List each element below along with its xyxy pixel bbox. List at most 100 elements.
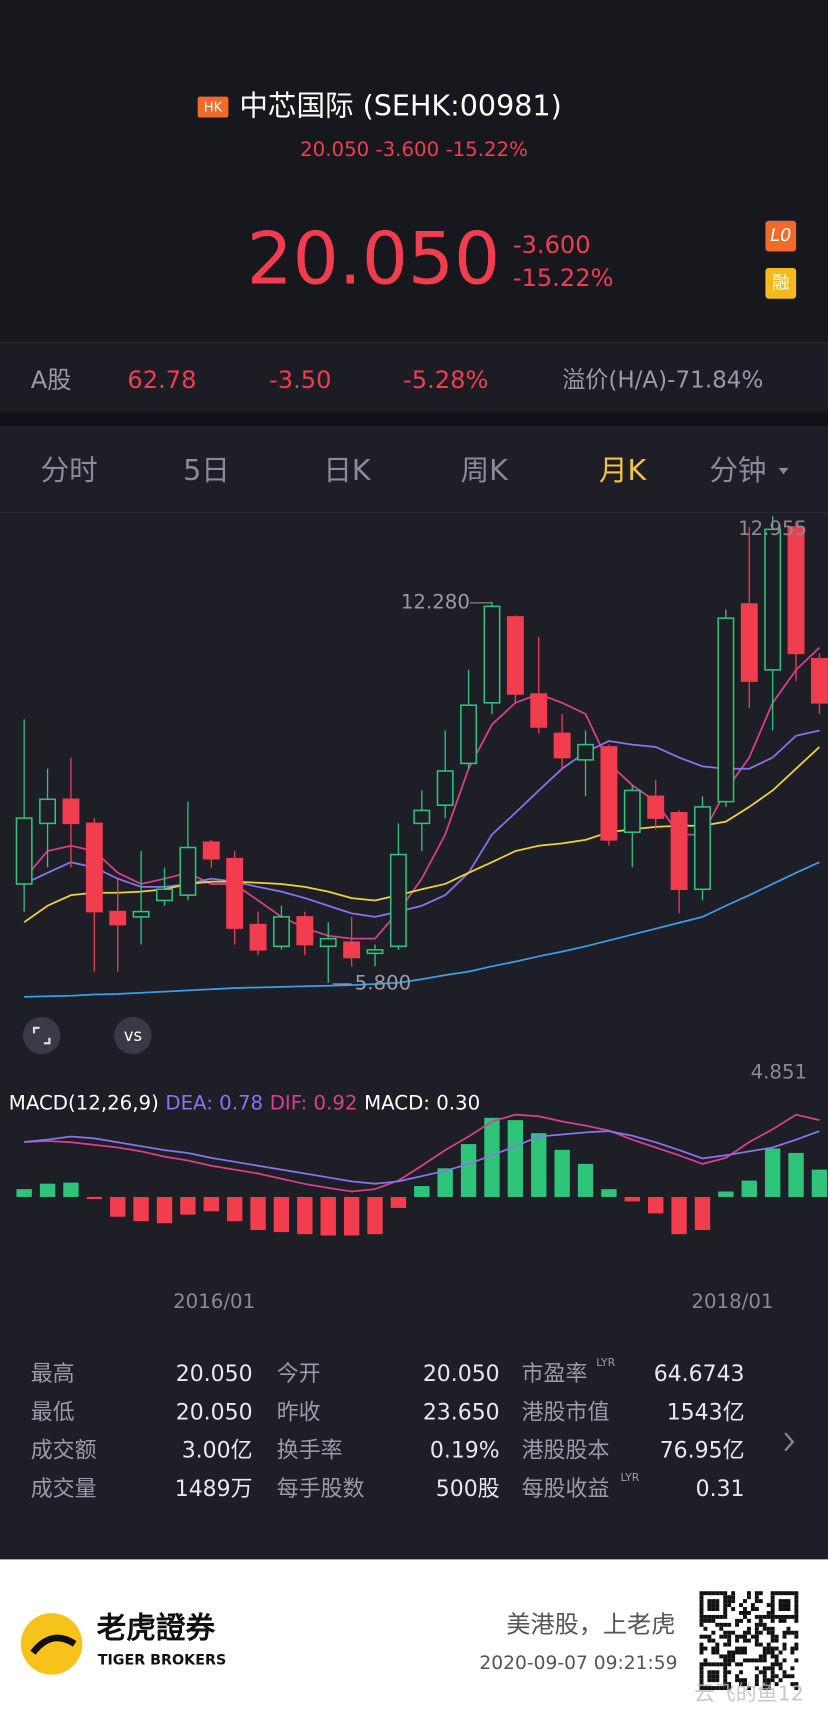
qr-module xyxy=(770,1618,775,1623)
qr-module xyxy=(723,1642,728,1647)
candle-body xyxy=(179,846,197,896)
qr-module xyxy=(731,1630,736,1635)
qr-module xyxy=(727,1603,732,1608)
candle-body xyxy=(670,812,688,891)
watermark: 云飞的鱼12 xyxy=(694,1681,804,1705)
macd-bar xyxy=(648,1196,664,1214)
qr-module xyxy=(743,1650,747,1655)
qr-module xyxy=(790,1614,795,1619)
qr-module xyxy=(770,1610,775,1615)
level-icon[interactable] xyxy=(765,220,797,252)
qr-module xyxy=(707,1638,712,1643)
qr-module xyxy=(735,1650,740,1655)
tab[interactable]: 分钟 xyxy=(709,453,766,487)
qr-module xyxy=(723,1614,728,1619)
qr-module xyxy=(786,1599,791,1604)
qr-module xyxy=(762,1658,767,1663)
fullscreen-button[interactable] xyxy=(23,1016,61,1055)
qr-module xyxy=(699,1614,704,1619)
macd-bar xyxy=(694,1196,711,1231)
qr-module xyxy=(719,1591,724,1596)
stat-value: 1543亿 xyxy=(667,1400,745,1425)
margin-icon[interactable] xyxy=(765,267,797,299)
stat-value: 76.95亿 xyxy=(660,1439,745,1464)
qr-module xyxy=(762,1666,767,1671)
qr-module xyxy=(794,1603,799,1608)
x-tick-label: 2016/01 xyxy=(173,1290,255,1313)
tab[interactable]: 月K xyxy=(599,453,648,487)
qr-module xyxy=(746,1610,751,1615)
qr-module xyxy=(774,1662,779,1667)
qr-module xyxy=(778,1618,783,1623)
qr-module xyxy=(762,1686,767,1691)
compare-text: vs xyxy=(124,1026,142,1045)
macd-bar xyxy=(554,1149,570,1197)
qr-module xyxy=(782,1607,787,1611)
qr-module xyxy=(739,1670,744,1675)
macd-bar xyxy=(203,1196,219,1212)
qr-module xyxy=(743,1630,747,1635)
qr-module xyxy=(727,1658,732,1663)
tab[interactable]: 周K xyxy=(461,453,510,487)
qr-module xyxy=(727,1654,732,1659)
qr-module xyxy=(790,1646,795,1651)
more-chevron[interactable] xyxy=(784,1432,795,1452)
candle-body xyxy=(202,841,220,860)
candle-body xyxy=(249,923,267,951)
candle-body xyxy=(740,603,758,682)
qr-module xyxy=(723,1678,728,1683)
qr-module xyxy=(731,1591,736,1596)
tab[interactable]: 5日 xyxy=(183,453,230,487)
qr-module xyxy=(711,1646,716,1651)
qr-module xyxy=(743,1599,747,1604)
qr-module xyxy=(735,1646,740,1651)
qr-module xyxy=(723,1610,728,1615)
qr-module xyxy=(774,1646,779,1651)
stat-value: 1489万 xyxy=(175,1477,253,1502)
qr-module xyxy=(774,1658,779,1663)
qr-module xyxy=(754,1638,759,1643)
qr-module xyxy=(746,1591,751,1596)
qr-module xyxy=(711,1591,716,1596)
qr-module xyxy=(782,1591,787,1596)
qr-module xyxy=(778,1591,783,1596)
qr-module xyxy=(699,1678,704,1683)
stat-label: 每手股数 xyxy=(277,1477,365,1502)
qr-module xyxy=(746,1618,751,1623)
macd-bar xyxy=(226,1196,243,1222)
qr-module xyxy=(762,1654,767,1659)
qr-module xyxy=(707,1686,712,1691)
dea-line xyxy=(24,1130,820,1185)
qr-module xyxy=(758,1599,763,1604)
qr-module xyxy=(794,1610,799,1615)
qr-module xyxy=(739,1678,744,1683)
qr-module xyxy=(770,1670,775,1675)
qr-module xyxy=(731,1607,736,1611)
dropdown-arrow[interactable] xyxy=(778,467,789,475)
qr-module xyxy=(778,1650,783,1655)
stat-value: 3.00亿 xyxy=(182,1439,253,1464)
qr-module xyxy=(778,1603,783,1608)
qr-module xyxy=(699,1646,704,1651)
macd-bar xyxy=(671,1196,687,1235)
qr-module xyxy=(774,1634,779,1639)
qr-module xyxy=(715,1674,720,1679)
macd-bar xyxy=(297,1196,313,1235)
macd-bar xyxy=(367,1196,383,1235)
qr-module xyxy=(715,1622,720,1627)
candle-body xyxy=(272,916,290,948)
qr-module xyxy=(735,1618,740,1623)
fullscreen-icon xyxy=(32,1026,51,1045)
compare-button[interactable] xyxy=(114,1016,152,1055)
qr-module xyxy=(754,1642,759,1647)
macd-bar xyxy=(718,1191,734,1197)
macd-bar xyxy=(741,1180,757,1197)
tab[interactable]: 分时 xyxy=(41,453,98,487)
qr-module xyxy=(715,1607,720,1611)
qr-module xyxy=(719,1614,724,1619)
tab[interactable]: 日K xyxy=(323,453,372,487)
qr-module xyxy=(723,1686,728,1691)
qr-module xyxy=(754,1622,759,1627)
qr-module xyxy=(754,1682,759,1687)
qr-module xyxy=(723,1603,728,1608)
